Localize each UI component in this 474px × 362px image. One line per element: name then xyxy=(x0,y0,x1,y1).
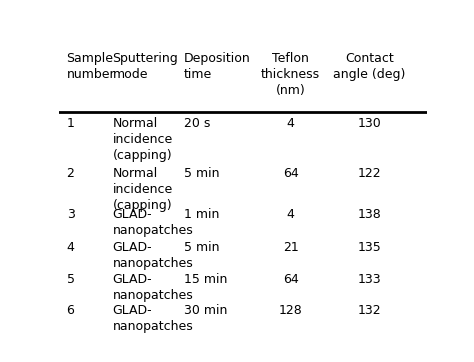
Text: 64: 64 xyxy=(283,168,299,181)
Text: Sputtering
mode: Sputtering mode xyxy=(112,52,178,81)
Text: Contact
angle (deg): Contact angle (deg) xyxy=(334,52,406,81)
Text: 30 min: 30 min xyxy=(184,304,228,317)
Text: 2: 2 xyxy=(66,168,74,181)
Text: GLAD-
nanopatches: GLAD- nanopatches xyxy=(112,273,193,302)
Text: 21: 21 xyxy=(283,241,299,254)
Text: 3: 3 xyxy=(66,208,74,221)
Text: Sample
number: Sample number xyxy=(66,52,115,81)
Text: 138: 138 xyxy=(358,208,382,221)
Text: 128: 128 xyxy=(279,304,302,317)
Text: 4: 4 xyxy=(287,208,295,221)
Text: 1 min: 1 min xyxy=(184,208,219,221)
Text: Deposition
time: Deposition time xyxy=(184,52,251,81)
Text: 4: 4 xyxy=(66,241,74,254)
Text: 1: 1 xyxy=(66,117,74,130)
Text: Normal
incidence
(capping): Normal incidence (capping) xyxy=(112,117,173,162)
Text: GLAD-
nanopatches: GLAD- nanopatches xyxy=(112,208,193,237)
Text: 15 min: 15 min xyxy=(184,273,228,286)
Text: 6: 6 xyxy=(66,304,74,317)
Text: Teflon
thickness
(nm): Teflon thickness (nm) xyxy=(261,52,320,97)
Text: 135: 135 xyxy=(358,241,382,254)
Text: 5: 5 xyxy=(66,273,74,286)
Text: Normal
incidence
(capping): Normal incidence (capping) xyxy=(112,168,173,212)
Text: 64: 64 xyxy=(283,273,299,286)
Text: 5 min: 5 min xyxy=(184,241,219,254)
Text: 133: 133 xyxy=(358,273,382,286)
Text: GLAD-
nanopatches: GLAD- nanopatches xyxy=(112,241,193,270)
Text: 5 min: 5 min xyxy=(184,168,219,181)
Text: 20 s: 20 s xyxy=(184,117,210,130)
Text: 122: 122 xyxy=(358,168,382,181)
Text: 132: 132 xyxy=(358,304,382,317)
Text: 4: 4 xyxy=(287,117,295,130)
Text: 130: 130 xyxy=(358,117,382,130)
Text: GLAD-
nanopatches: GLAD- nanopatches xyxy=(112,304,193,333)
